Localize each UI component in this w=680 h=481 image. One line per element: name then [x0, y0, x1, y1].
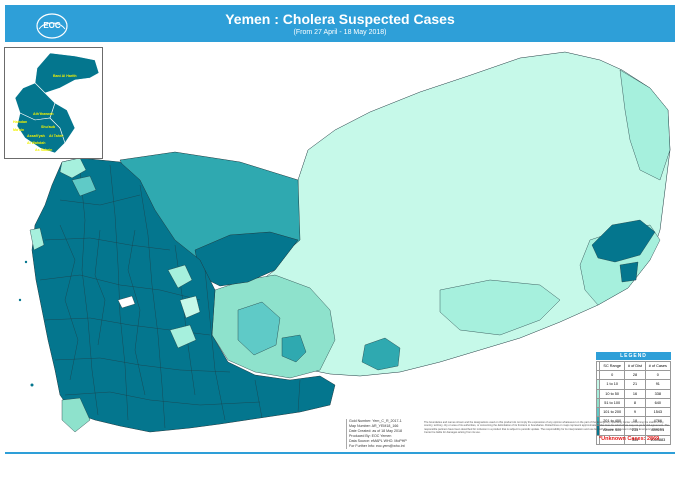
map-title: Yemen : Cholera Suspected Cases — [225, 11, 455, 27]
eoc-logo: EOC — [36, 13, 68, 39]
legend-col-cases: # of Cases — [644, 360, 672, 372]
region-east-dark-1 — [591, 219, 656, 263]
district-boundaries — [39, 164, 301, 429]
legend-cell-dist: 8 — [624, 397, 646, 408]
info-line: For Further Info: eoc.yem@who.int — [349, 444, 405, 448]
legend-cell-range: 0 — [598, 370, 626, 381]
region-west-light-2 — [71, 175, 97, 197]
legend-cell-cases: 91 — [644, 379, 672, 390]
inset-district-south — [16, 112, 66, 154]
region-east-dark-2 — [619, 261, 639, 283]
legend-cell-dist: 28 — [624, 370, 646, 381]
legend-title: LEGEND — [596, 352, 671, 360]
region-west-light-5 — [169, 324, 197, 349]
footer-line — [5, 452, 675, 454]
legend-cell-range: 1 to 10 — [598, 379, 626, 390]
legend-header-row: SC Range # of Dist # of Cases — [596, 360, 672, 372]
legend-cell-dist: 16 — [624, 388, 646, 399]
region-south-mid — [439, 279, 561, 336]
legend-cell-cases: 640 — [644, 397, 672, 408]
legend-cell-range: 101 to 200 — [598, 406, 626, 418]
legend-cell-dist: 21 — [624, 379, 646, 390]
inset-label: Hamdan — [13, 120, 28, 124]
map-subtitle: (From 27 April - 18 May 2018) — [293, 29, 387, 36]
disclaimer-text: The boundaries and names shown and the d… — [424, 421, 669, 434]
inset-label: Al Wahdah — [27, 141, 46, 145]
legend-row: 51 to 100 8 640 — [596, 397, 672, 408]
inset-label: Bani Al Harith — [53, 74, 77, 78]
legend-cell-cases: 338 — [644, 388, 672, 399]
legend-cell-dist: 9 — [624, 406, 646, 418]
legend-cell-range: 51 to 100 — [598, 397, 626, 408]
info-line: Gold Number: Yem_C_R_2017-1 — [349, 419, 402, 423]
legend-row: 0 28 0 — [596, 370, 672, 381]
region-south-teal — [361, 337, 401, 371]
legend-row: 333 1059883 — [596, 434, 672, 445]
info-line: Date Created: as of 18 May 2018 — [349, 429, 402, 433]
info-line: Data Source: eMAPL WHO. MoPHP — [349, 439, 407, 443]
sanaa-city-inset: Bani Al Harith Ath'thawrah Hamdan Ma'ain… — [4, 47, 103, 159]
legend-row: 1 to 10 21 91 — [596, 379, 672, 390]
legend-cell-cases: 1059883 — [644, 434, 672, 445]
region-central-teal — [237, 301, 281, 356]
inset-label: Ma'ain — [13, 128, 25, 132]
unknown-cases: *Unknown Cases: 2869 — [599, 436, 660, 442]
legend-row: 10 to 50 16 338 — [596, 388, 672, 399]
legend-body: 0 28 0 1 to 10 21 91 10 to 50 16 338 51 to 100 8 64… — [596, 370, 672, 445]
inset-district-east — [49, 102, 76, 144]
island-3 — [30, 383, 34, 387]
inset-label: At Tahrir — [49, 134, 64, 138]
region-east-mid-1 — [619, 69, 671, 181]
island-1 — [24, 260, 28, 264]
logo-text: EOC — [43, 21, 61, 30]
legend-col-dist: # of Dist — [624, 360, 646, 372]
info-line: Map Number: AR_YEM18_166 — [349, 424, 399, 428]
inset-label: As Sabain — [35, 148, 53, 152]
inset-label: Assafi'yah — [27, 134, 45, 138]
legend-cell-range: 10 to 50 — [598, 388, 626, 399]
legend: LEGEND SC Range # of Dist # of Cases 0 28… — [596, 352, 672, 445]
inset-label: Shu'aub — [41, 125, 56, 129]
island-2 — [18, 298, 22, 302]
region-central-dark — [281, 334, 307, 363]
yemen-map — [18, 51, 671, 433]
legend-cell-cases: 0 — [644, 370, 672, 381]
region-west-light-4 — [179, 295, 201, 319]
region-west-light-6 — [29, 227, 45, 251]
legend-row: 101 to 200 9 1543 — [596, 406, 672, 418]
region-west-dark — [31, 157, 336, 433]
header-bar: EOC Yemen : Cholera Suspected Cases (Fro… — [5, 5, 675, 42]
legend-col-range: SC Range — [598, 360, 626, 372]
inset-label: Ath'thawrah — [33, 112, 54, 116]
info-line: Produced By: EOC Yemen — [349, 434, 392, 438]
region-west-light-8 — [117, 295, 136, 309]
legend-cell-cases: 1543 — [644, 406, 672, 418]
map-info-block: Gold Number: Yem_C_R_2017-1 Map Number: … — [346, 419, 419, 449]
legend-table: SC Range # of Dist # of Cases 0 28 0 1 to 1… — [596, 360, 672, 445]
region-west-light-7 — [61, 397, 91, 433]
inset-district-bani-al-harith — [34, 52, 100, 94]
region-west-light-3 — [167, 264, 193, 289]
